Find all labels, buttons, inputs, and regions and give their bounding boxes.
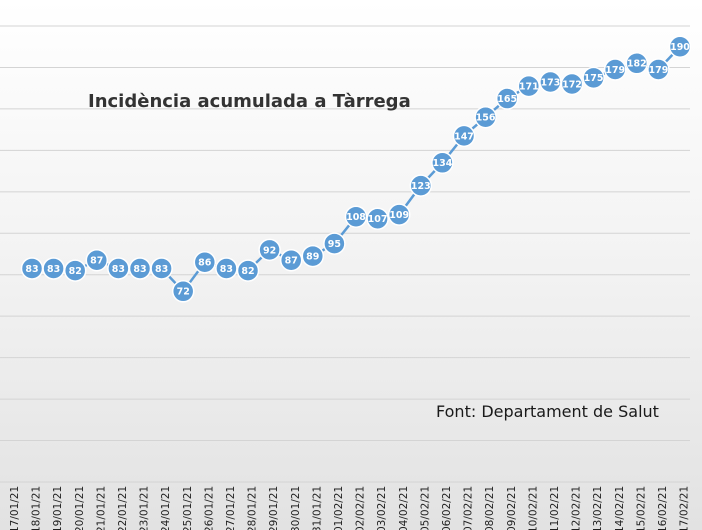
data-label: 190	[670, 42, 690, 53]
data-label: 83	[25, 264, 38, 275]
data-point	[63, 259, 87, 282]
x-tick-label: 09/02/21	[506, 486, 518, 530]
data-label: 173	[540, 77, 560, 88]
x-tick-label: 17/01/21	[9, 486, 21, 530]
data-label: 179	[605, 65, 625, 76]
data-point	[193, 251, 217, 274]
data-label: 83	[133, 264, 146, 275]
x-tick-label: 16/02/21	[657, 486, 669, 530]
data-label: 83	[220, 264, 233, 275]
x-tick-label: 07/02/21	[463, 486, 475, 530]
x-tick-label: 15/02/21	[635, 486, 647, 530]
data-point	[625, 52, 649, 75]
data-label: 108	[346, 212, 366, 223]
x-tick-label: 28/01/21	[247, 486, 259, 530]
data-label: 83	[155, 264, 168, 275]
x-tick-label: 22/01/21	[117, 486, 129, 530]
data-point	[258, 238, 281, 262]
x-tick-label: 06/02/21	[441, 486, 453, 530]
data-points: 83 83 82 87 83 83 83 72 86 83 82 92 87 89 95 108 107 109 1…	[20, 35, 692, 303]
data-point	[603, 58, 627, 81]
data-label: 175	[584, 73, 604, 84]
data-point	[344, 205, 368, 228]
data-point	[85, 248, 109, 272]
x-tick-label: 11/02/21	[549, 486, 561, 530]
x-tick-label: 05/02/21	[419, 486, 431, 530]
data-point	[539, 70, 562, 94]
x-tick-label: 20/01/21	[74, 486, 86, 530]
data-label: 179	[648, 65, 668, 76]
data-label: 89	[306, 251, 319, 262]
data-label: 87	[285, 256, 298, 267]
data-label: 171	[519, 82, 539, 93]
data-label: 72	[177, 287, 190, 298]
x-tick-label: 12/02/21	[571, 486, 583, 530]
data-label: 92	[263, 245, 276, 256]
x-tick-label: 21/01/21	[95, 486, 107, 530]
x-tick-label: 23/01/21	[139, 486, 151, 530]
data-point	[366, 207, 389, 231]
x-axis-ticks: 17/01/21 18/01/21 19/01/21 20/01/21 21/01/21…	[9, 486, 691, 530]
data-point	[301, 244, 325, 268]
data-point	[431, 151, 454, 175]
data-label: 83	[112, 264, 125, 275]
source-note: Font: Departament de Salut	[436, 402, 659, 421]
data-label: 182	[627, 59, 647, 70]
data-point	[279, 248, 303, 272]
data-point	[150, 257, 173, 280]
data-point	[560, 72, 584, 96]
x-tick-label: 03/02/21	[376, 486, 388, 530]
x-tick-label: 24/01/21	[160, 486, 172, 530]
x-tick-label: 27/01/21	[225, 486, 237, 530]
data-point	[474, 105, 497, 129]
data-point	[495, 87, 519, 110]
data-point	[517, 74, 541, 98]
x-tick-label: 01/02/21	[333, 486, 345, 530]
x-tick-label: 25/01/21	[182, 486, 194, 530]
data-label: 156	[476, 113, 496, 124]
data-point	[647, 58, 670, 81]
data-point	[236, 259, 260, 282]
data-point	[42, 257, 65, 280]
data-point	[582, 66, 605, 90]
data-point	[452, 124, 476, 148]
data-label: 86	[198, 258, 212, 269]
x-tick-label: 02/02/21	[355, 486, 367, 530]
data-label: 172	[562, 79, 582, 90]
data-label: 82	[241, 266, 254, 277]
x-tick-label: 14/02/21	[614, 486, 626, 530]
data-point	[668, 35, 692, 58]
data-point	[171, 280, 195, 303]
data-label: 165	[497, 94, 517, 105]
data-point	[409, 174, 433, 197]
x-tick-label: 26/01/21	[203, 486, 215, 530]
x-tick-label: 18/01/21	[31, 486, 43, 530]
data-label: 83	[47, 264, 60, 275]
data-label: 95	[328, 239, 341, 250]
data-label: 123	[411, 181, 431, 192]
data-point	[387, 203, 411, 226]
data-label: 147	[454, 131, 474, 142]
data-point	[323, 232, 346, 255]
data-label: 107	[368, 214, 388, 225]
data-label: 134	[432, 158, 452, 169]
x-tick-label: 30/01/21	[290, 486, 302, 530]
x-tick-label: 19/01/21	[52, 486, 64, 530]
x-tick-label: 31/01/21	[311, 486, 323, 530]
x-tick-label: 10/02/21	[527, 486, 539, 530]
chart-title: Incidència acumulada a Tàrrega	[88, 91, 411, 112]
x-tick-label: 08/02/21	[484, 486, 496, 530]
x-tick-label: 29/01/21	[268, 486, 280, 530]
x-tick-label: 13/02/21	[592, 486, 604, 530]
data-label: 87	[90, 256, 103, 267]
x-tick-label: 17/02/21	[679, 486, 691, 530]
data-label: 82	[69, 266, 82, 277]
x-tick-label: 04/02/21	[398, 486, 410, 530]
data-point	[215, 257, 238, 280]
data-label: 109	[389, 210, 409, 221]
